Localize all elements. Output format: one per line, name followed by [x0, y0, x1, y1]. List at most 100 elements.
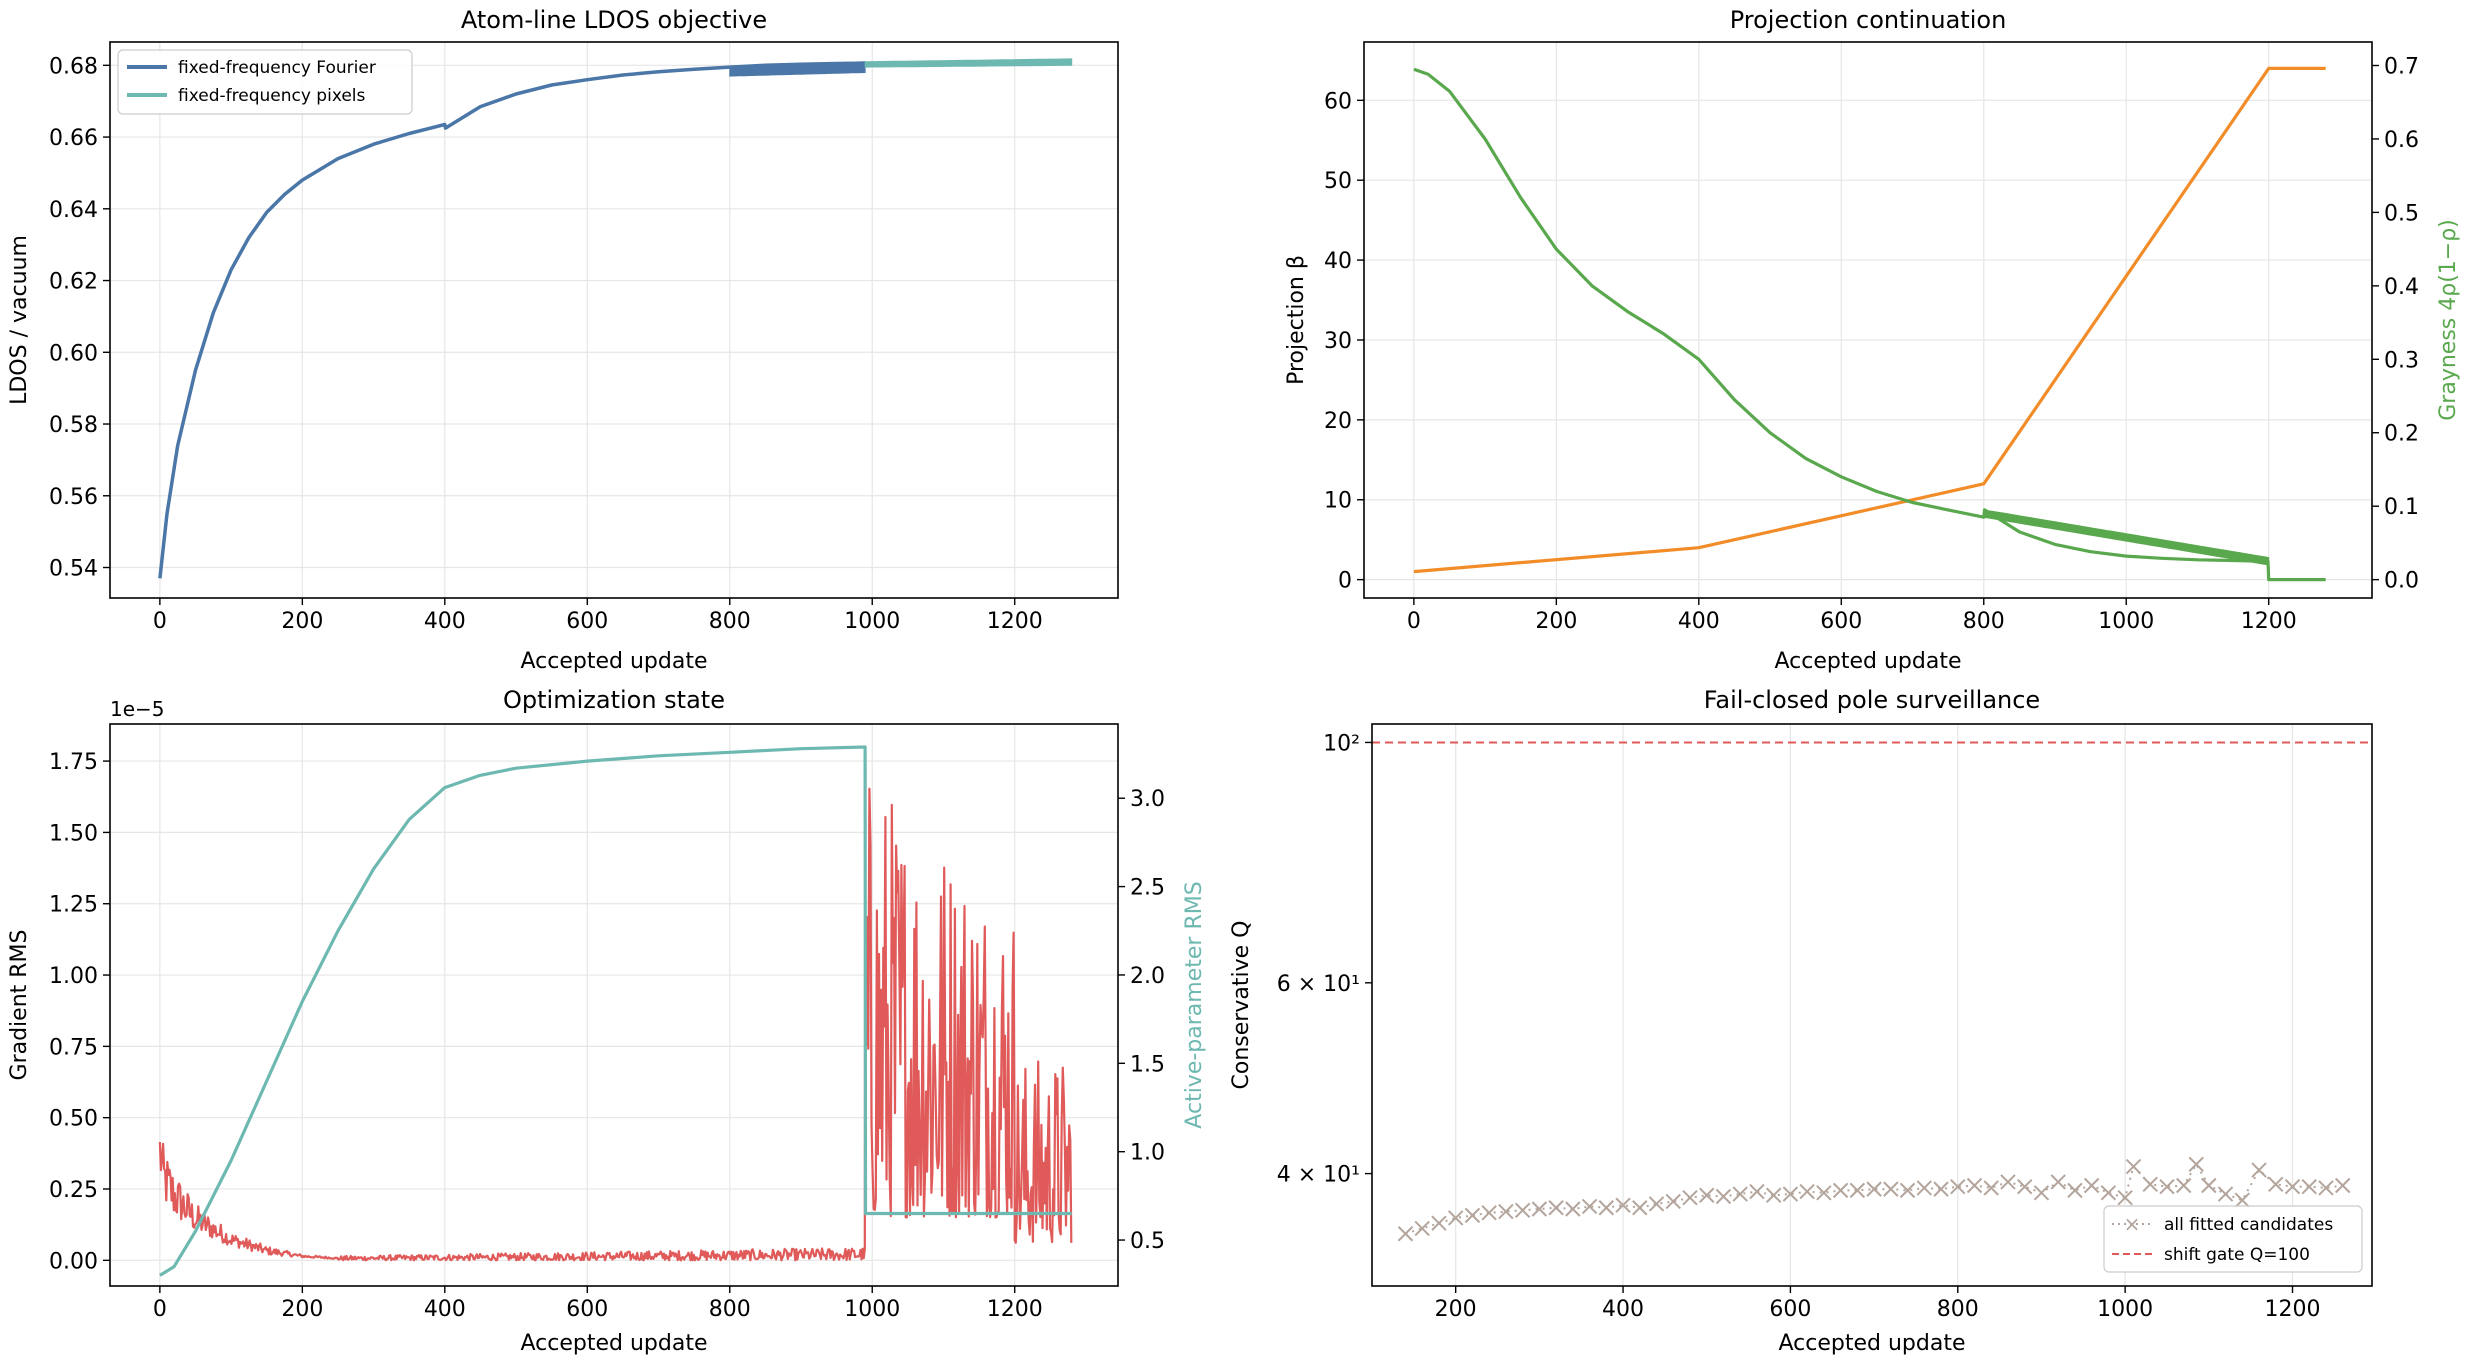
- poles-candidate-marker-stroke: [1682, 1190, 1698, 1206]
- ldos-y-ticks: 0.54 0.56 0.58 0.60 0.62 0.64 0.66 0.68: [49, 54, 110, 582]
- optimization-frame: [109, 723, 1119, 1287]
- ldos-y-tick-label: 0.54: [49, 557, 98, 582]
- poles-candidate-marker: [1531, 1201, 1548, 1217]
- optimization-right-y-ticks: 0.5 1.0 1.5 2.0 2.5 3.0: [1118, 787, 1165, 1254]
- poles-candidate-marker: [2142, 1176, 2158, 1193]
- poles-candidate-marker: [2234, 1192, 2251, 1208]
- poles-x-axis-label: Accepted update: [1779, 1331, 1966, 1356]
- optimization-y-tick-label: 0.50: [49, 1107, 98, 1132]
- poles-candidate-marker-stroke: [2067, 1182, 2083, 1199]
- poles-candidate-marker: [1816, 1185, 1832, 1201]
- poles-x-tick-label: 200: [1435, 1297, 1477, 1322]
- poles-candidate-marker-stroke: [1481, 1205, 1497, 1221]
- poles-candidate-marker-stroke: [1782, 1186, 1799, 1202]
- projection-right-y-tick-label: 0.7: [2384, 55, 2419, 80]
- optimization-gradient-rms-line: [158, 787, 1073, 1262]
- ldos-legend-box: [117, 49, 413, 115]
- projection-marks: [1413, 66, 2326, 582]
- ldos-x-tick-label: 0: [153, 609, 167, 634]
- ldos-pixels-line: [865, 59, 1072, 65]
- poles-candidate-marker: [1849, 1182, 1866, 1199]
- poles-candidate-marker-stroke: [2050, 1174, 2066, 1190]
- ldos-y-tick-label: 0.66: [49, 126, 98, 151]
- panel-poles: 200 400 600 800 1000 1200 4 × 10¹ 6 × 10¹ 10² F…: [1229, 686, 2373, 1356]
- optimization-y-tick-label: 0.75: [49, 1035, 98, 1060]
- poles-candidate-marker: [2117, 1190, 2133, 1206]
- ldos-x-axis-label: Accepted update: [521, 649, 708, 674]
- poles-candidate-marker: [1983, 1180, 1999, 1196]
- projection-x-tick-label: 800: [1963, 609, 2005, 634]
- poles-candidate-marker: [1732, 1186, 1748, 1202]
- ldos-y-tick-label: 0.60: [49, 341, 98, 366]
- ldos-x-tick-label: 1200: [987, 609, 1043, 634]
- optimization-x-axis-label: Accepted update: [521, 1331, 708, 1356]
- projection-right-y-ticks: 0.0 0.1 0.2 0.3 0.4 0.5 0.6 0.7: [2372, 55, 2419, 594]
- projection-right-y-tick-label: 0.5: [2384, 201, 2419, 226]
- poles-candidate-marker-stroke: [2335, 1177, 2351, 1194]
- poles-candidate-marker: [2067, 1182, 2083, 1199]
- optimization-right-y-tick-label: 1.0: [1130, 1141, 1165, 1166]
- poles-candidate-marker: [1581, 1198, 1598, 1215]
- optimization-right-y-tick-label: 1.5: [1130, 1052, 1165, 1077]
- projection-right-y-tick-label: 0.3: [2384, 348, 2419, 373]
- poles-candidate-marker: [1514, 1202, 1531, 1218]
- poles-candidate-marker: [2083, 1177, 2100, 1194]
- poles-candidate-marker-stroke: [2188, 1156, 2204, 1172]
- ldos-title: Atom-line LDOS objective: [461, 6, 767, 34]
- poles-candidate-marker: [1447, 1210, 1464, 1226]
- optimization-title: Optimization state: [503, 686, 725, 714]
- poles-candidate-marker: [2201, 1177, 2217, 1194]
- poles-candidate-marker-stroke: [1464, 1207, 1481, 1224]
- poles-candidate-marker-stroke: [1531, 1201, 1548, 1217]
- poles-candidate-marker-stroke: [1883, 1181, 1899, 1197]
- optimization-x-tick-label: 800: [709, 1297, 751, 1322]
- poles-candidate-marker-stroke: [1615, 1197, 1631, 1213]
- poles-candidate-marker: [1866, 1181, 1882, 1197]
- poles-candidate-marker-stroke: [1397, 1226, 1414, 1242]
- poles-plot-area: [1372, 724, 2372, 1286]
- poles-candidate-marker: [1749, 1183, 1765, 1200]
- poles-marks: [1372, 741, 2372, 1242]
- optimization-y-tick-label: 1.00: [49, 964, 98, 989]
- projection-x-tick-label: 1000: [2098, 609, 2154, 634]
- poles-candidate-marker-stroke: [1598, 1200, 1615, 1216]
- poles-candidate-marker-stroke: [1983, 1180, 1999, 1196]
- poles-candidate-marker: [2251, 1162, 2267, 1178]
- projection-y-tick-label: 30: [1324, 329, 1352, 354]
- projection-title: Projection continuation: [1730, 6, 2007, 34]
- poles-candidate-marker-stroke: [2176, 1177, 2192, 1194]
- poles-legend: × all fitted candidates shift gate Q=100: [2103, 1205, 2363, 1273]
- poles-candidate-marker: [1615, 1197, 1631, 1213]
- poles-candidate-marker-stroke: [2017, 1179, 2033, 1195]
- ldos-y-tick-label: 0.68: [49, 54, 98, 79]
- poles-candidate-marker-stroke: [1414, 1220, 1430, 1237]
- projection-right-y-tick-label: 0.1: [2384, 495, 2419, 520]
- projection-right-y-tick-label: 0.6: [2384, 128, 2419, 153]
- ldos-fourier-line: [158, 61, 866, 579]
- poles-candidate-marker-stroke: [1816, 1185, 1832, 1201]
- projection-y-tick-label: 40: [1324, 249, 1352, 274]
- optimization-plot-area: [110, 724, 1118, 1286]
- optimization-right-y-tick-label: 3.0: [1130, 787, 1165, 812]
- projection-x-tick-label: 0: [1407, 609, 1421, 634]
- poles-candidate-marker: [2100, 1185, 2117, 1201]
- ldos-grid: [110, 42, 1118, 598]
- poles-candidate-marker-stroke: [1950, 1179, 1966, 1195]
- poles-x-ticks: 200 400 600 800 1000 1200: [1435, 1286, 2321, 1322]
- poles-candidate-marker-stroke: [2301, 1179, 2317, 1195]
- projection-right-y-axis-label: Grayness 4ρ(1−ρ): [2436, 219, 2461, 421]
- poles-candidate-marker-stroke: [2251, 1162, 2267, 1178]
- projection-plot-area: [1364, 42, 2372, 598]
- poles-candidate-marker-stroke: [2268, 1176, 2284, 1193]
- optimization-x-tick-label: 400: [424, 1297, 466, 1322]
- poles-candidate-marker: [2017, 1179, 2033, 1195]
- poles-candidate-marker: [2188, 1156, 2204, 1172]
- poles-candidate-marker: [1883, 1181, 1899, 1197]
- poles-x-tick-label: 800: [1937, 1297, 1979, 1322]
- poles-candidate-marker: [2301, 1179, 2317, 1195]
- poles-y-tick-label: 6 × 10¹: [1277, 972, 1360, 997]
- poles-candidate-marker: [1916, 1180, 1933, 1196]
- poles-candidate-marker: [1899, 1182, 1916, 1199]
- poles-candidate-marker-stroke: [1431, 1215, 1447, 1231]
